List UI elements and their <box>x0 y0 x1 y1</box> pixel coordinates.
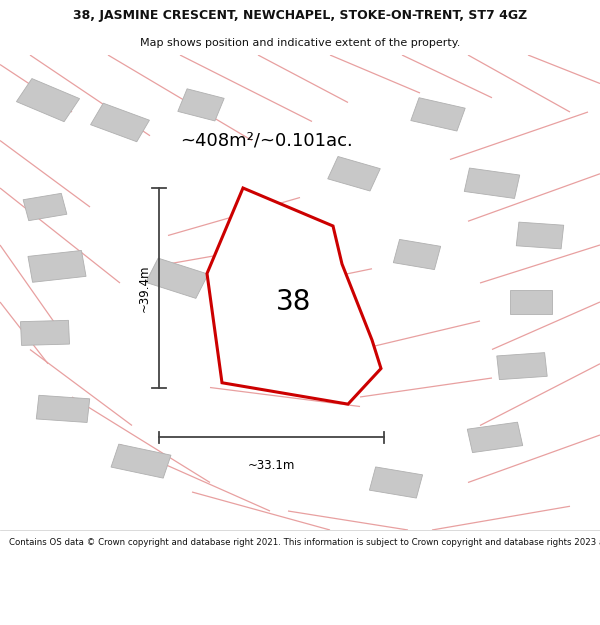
Text: 38: 38 <box>277 288 311 316</box>
Text: ~33.1m: ~33.1m <box>248 459 295 472</box>
Text: 38, JASMINE CRESCENT, NEWCHAPEL, STOKE-ON-TRENT, ST7 4GZ: 38, JASMINE CRESCENT, NEWCHAPEL, STOKE-O… <box>73 9 527 22</box>
Text: Contains OS data © Crown copyright and database right 2021. This information is : Contains OS data © Crown copyright and d… <box>9 538 600 547</box>
Polygon shape <box>370 467 422 498</box>
Polygon shape <box>36 395 90 422</box>
Text: ~39.4m: ~39.4m <box>137 264 151 311</box>
Polygon shape <box>411 98 465 131</box>
Polygon shape <box>207 188 381 404</box>
Polygon shape <box>16 79 80 122</box>
Polygon shape <box>23 193 67 221</box>
Polygon shape <box>91 103 149 142</box>
Polygon shape <box>497 352 547 379</box>
Polygon shape <box>467 422 523 452</box>
Polygon shape <box>28 251 86 282</box>
Polygon shape <box>20 321 70 346</box>
Polygon shape <box>464 168 520 199</box>
Polygon shape <box>328 156 380 191</box>
Polygon shape <box>271 344 317 374</box>
Polygon shape <box>146 258 208 298</box>
Polygon shape <box>394 239 440 269</box>
Polygon shape <box>178 89 224 121</box>
Polygon shape <box>516 222 564 249</box>
Polygon shape <box>111 444 171 478</box>
Polygon shape <box>510 290 552 314</box>
Text: ~408m²/~0.101ac.: ~408m²/~0.101ac. <box>180 131 353 149</box>
Text: Map shows position and indicative extent of the property.: Map shows position and indicative extent… <box>140 38 460 48</box>
